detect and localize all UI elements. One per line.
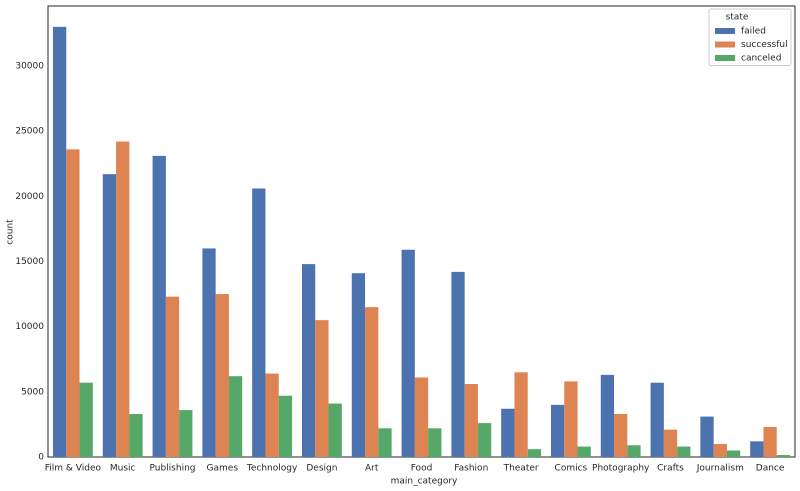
y-tick-label: 0 [38,453,44,463]
bar [66,149,80,457]
bar [102,174,117,457]
legend-swatch [715,28,735,34]
bar [328,403,342,457]
x-tick-label: Fashion [454,464,488,474]
x-tick-label: Art [365,464,379,474]
bar [451,271,465,457]
x-tick-label: Journalism [696,464,744,474]
bar [501,408,515,457]
legend-box [708,8,792,66]
bar [152,155,166,457]
bar [477,423,492,457]
bar [351,273,366,457]
bar [129,413,143,457]
legend-label: canceled [741,54,781,64]
x-tick-label: Publishing [150,464,196,474]
y-tick-label: 15000 [15,257,44,267]
y-tick-label: 30000 [15,61,44,71]
y-tick-label: 20000 [15,192,44,202]
bar [52,26,67,457]
bar [414,377,429,457]
x-axis-label: main_category [391,477,458,487]
bar [700,416,714,457]
legend-title: state [726,13,749,23]
x-tick-label: Comics [555,464,588,474]
bar [650,382,664,457]
bar [713,443,727,457]
bar [663,429,678,457]
y-axis-label: count [6,219,16,245]
bar [301,264,316,457]
x-tick-label: Games [207,464,239,474]
bar [514,372,528,457]
bar [464,384,478,457]
bar [527,449,542,457]
legend-swatch [715,55,735,61]
bar [627,445,641,457]
bar [165,296,180,457]
bar [776,455,791,457]
y-tick-label: 5000 [21,387,44,397]
bar [265,373,279,457]
bar [600,374,615,457]
x-tick-label: Photography [592,464,650,474]
bar [278,395,293,457]
y-tick-label: 25000 [15,127,44,137]
bar [365,307,379,457]
bar [614,413,628,457]
bar [116,141,130,457]
bar [378,428,392,457]
bar [228,376,243,457]
x-tick-label: Crafts [657,464,684,474]
bar [79,382,93,457]
bar [750,441,764,457]
bar [315,320,329,457]
bar [550,404,565,457]
x-tick-label: Food [411,464,433,474]
bar [202,248,216,457]
bar [577,446,591,457]
bar [252,188,266,458]
bar [677,446,691,457]
x-tick-label: Theater [503,464,539,474]
bar [401,249,415,457]
legend-label: failed [741,27,766,37]
x-tick-label: Film & Video [45,464,102,474]
bar [428,428,442,457]
bar [215,294,229,457]
x-tick-label: Technology [246,464,298,474]
bar [564,381,578,457]
legend-label: successful [741,40,788,50]
x-tick-label: Design [306,464,337,474]
x-tick-label: Music [110,464,136,474]
y-tick-label: 10000 [15,322,44,332]
bar [763,427,777,457]
legend-swatch [715,41,735,48]
x-tick-label: Dance [756,464,785,474]
bar [179,410,193,457]
bar [726,450,741,457]
